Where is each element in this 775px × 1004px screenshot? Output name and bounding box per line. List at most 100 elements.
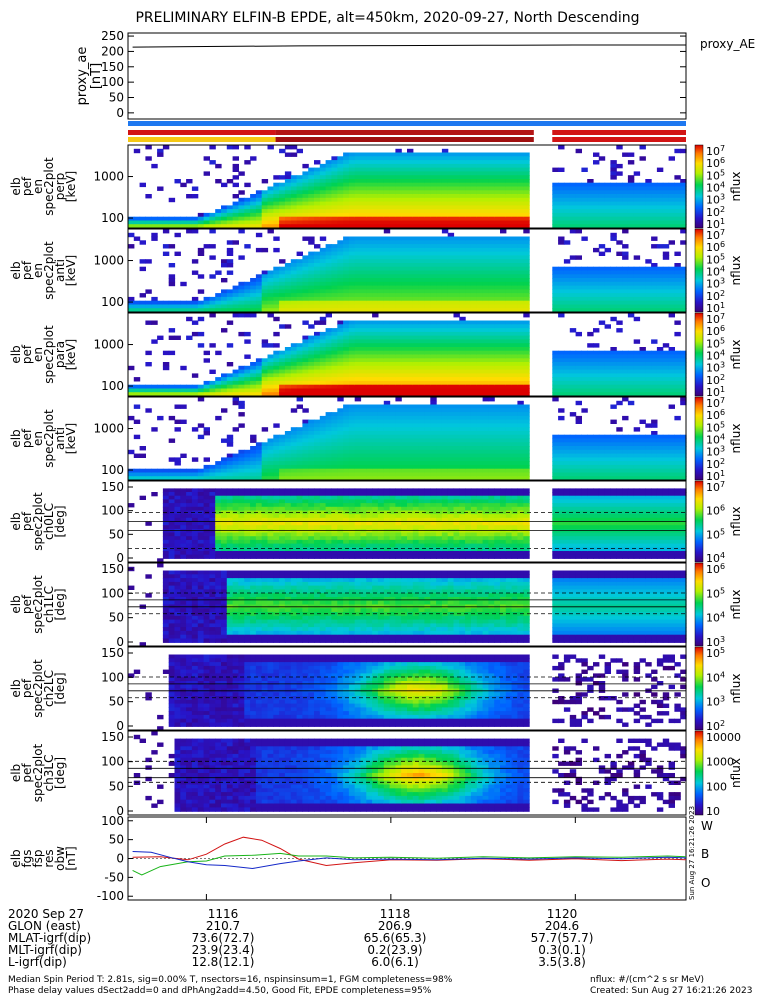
- spectrogram-cell: [267, 468, 274, 474]
- spectrogram-cell: [389, 404, 396, 409]
- spectrogram-cell: [476, 240, 484, 245]
- spectrogram-cell: [668, 392, 675, 397]
- spectrogram-cell: [470, 244, 478, 249]
- spectrogram-cell: [377, 281, 385, 287]
- spectrogram-cell: [476, 464, 484, 470]
- spectrogram-cell: [395, 296, 402, 302]
- spectrogram-cell: [453, 205, 460, 210]
- spectrogram-cell: [633, 362, 641, 367]
- spectrogram-cell: [348, 244, 356, 249]
- spectrogram-cell: [302, 236, 309, 241]
- spectrogram-cell: [377, 263, 385, 268]
- spectrogram-cell: [633, 380, 641, 386]
- spectrogram-cell: [383, 335, 391, 340]
- spectrogram-cell: [453, 259, 460, 264]
- spectrogram-cell: [337, 388, 344, 393]
- spectrogram-cell: [656, 274, 664, 279]
- spectrogram-cell: [465, 175, 472, 180]
- spectrogram-cell: [337, 251, 344, 256]
- spectrogram-cell: [157, 388, 164, 393]
- spectrogram-cell: [360, 442, 367, 447]
- spectrogram-cell: [273, 304, 280, 309]
- spectrogram-cell: [436, 373, 443, 378]
- spectrogram-cell: [680, 270, 687, 275]
- spectrogram-cell: [627, 293, 635, 298]
- spectrogram-cell: [604, 296, 611, 302]
- spectrogram-cell: [325, 343, 332, 348]
- spectrogram-cell: [325, 362, 332, 367]
- spectrogram-cell: [279, 365, 286, 371]
- spectrogram-cell: [261, 289, 269, 294]
- spectrogram-cell: [430, 175, 437, 180]
- spectrogram-cell: [290, 308, 298, 313]
- spectrogram-cell: [284, 216, 292, 222]
- spectrogram-cell: [465, 201, 472, 206]
- spectrogram-cell: [151, 224, 158, 229]
- spectrogram-cell: [279, 362, 286, 367]
- spectrogram-cell: [366, 412, 373, 417]
- spectrogram-cell: [284, 369, 292, 374]
- spectrogram-cell: [139, 182, 146, 188]
- spectrogram-cell: [465, 384, 472, 390]
- spectrogram-cell: [296, 209, 303, 214]
- spectrogram-cell: [517, 289, 524, 294]
- spectrogram-cell: [662, 274, 670, 279]
- spectrogram-cell: [622, 255, 629, 260]
- spectrogram-cell: [325, 197, 332, 203]
- spectrogram-cell: [337, 354, 344, 359]
- spectrogram-cell: [290, 476, 298, 481]
- spectrogram-cell: [488, 296, 495, 302]
- spectrogram-cell: [174, 216, 181, 222]
- spectrogram-cell: [244, 369, 251, 374]
- spectrogram-cell: [279, 373, 286, 378]
- spectrogram-cell: [389, 224, 396, 229]
- spectrogram-cell: [186, 304, 193, 309]
- spectrogram-cell: [325, 281, 332, 287]
- spectrogram-cell: [645, 209, 652, 214]
- spectrogram-cell: [331, 476, 338, 481]
- spectrogram-cell: [284, 300, 292, 306]
- spectrogram-cell: [191, 220, 199, 225]
- spectrogram-cell: [343, 167, 350, 172]
- spectrogram-cell: [651, 266, 658, 272]
- spectrogram-cell: [517, 392, 524, 397]
- spectrogram-cell: [616, 163, 623, 169]
- spectrogram-cell: [494, 240, 501, 245]
- spectrogram-cell: [511, 328, 518, 333]
- spectrogram-cell: [465, 427, 472, 432]
- spectrogram-cell: [290, 281, 298, 287]
- spectrogram-cell: [476, 350, 484, 356]
- spectrogram-cell: [569, 362, 577, 367]
- spectrogram-cell: [319, 419, 327, 424]
- spectrogram-cell: [668, 365, 675, 371]
- spectrogram-cell: [337, 270, 344, 275]
- spectrogram-cell: [319, 308, 327, 313]
- spectrogram-cell: [424, 384, 431, 390]
- spectrogram-cell: [511, 442, 518, 447]
- spectrogram-cell: [494, 285, 501, 290]
- spectrogram-cell: [511, 464, 518, 470]
- spectrogram-cell: [331, 160, 338, 165]
- spectrogram-cell: [494, 373, 501, 378]
- spectrogram-cell: [412, 464, 420, 470]
- spectrogram-cell: [377, 434, 385, 440]
- spectrogram-cell: [412, 220, 420, 225]
- spectrogram-cell: [372, 365, 379, 371]
- spectrogram-cell: [284, 388, 292, 393]
- spectrogram-cell: [627, 289, 635, 294]
- spectrogram-cell: [563, 212, 571, 218]
- spectrogram-cell: [430, 392, 437, 397]
- spectrogram-cell: [447, 384, 455, 390]
- spectrogram-cell: [191, 186, 199, 191]
- spectrogram-cell: [517, 281, 524, 287]
- spectrogram-cell: [372, 449, 379, 455]
- spectrogram-cell: [587, 331, 594, 337]
- spectrogram-cell: [459, 240, 466, 245]
- spectrogram-cell: [354, 209, 362, 214]
- spectrogram-cell: [296, 464, 303, 470]
- spectrogram-cell: [430, 281, 437, 287]
- spectrogram-cell: [296, 201, 303, 206]
- spectrogram-cell: [494, 328, 501, 333]
- spectrogram-cell: [563, 293, 571, 298]
- spectrogram-cell: [436, 449, 443, 455]
